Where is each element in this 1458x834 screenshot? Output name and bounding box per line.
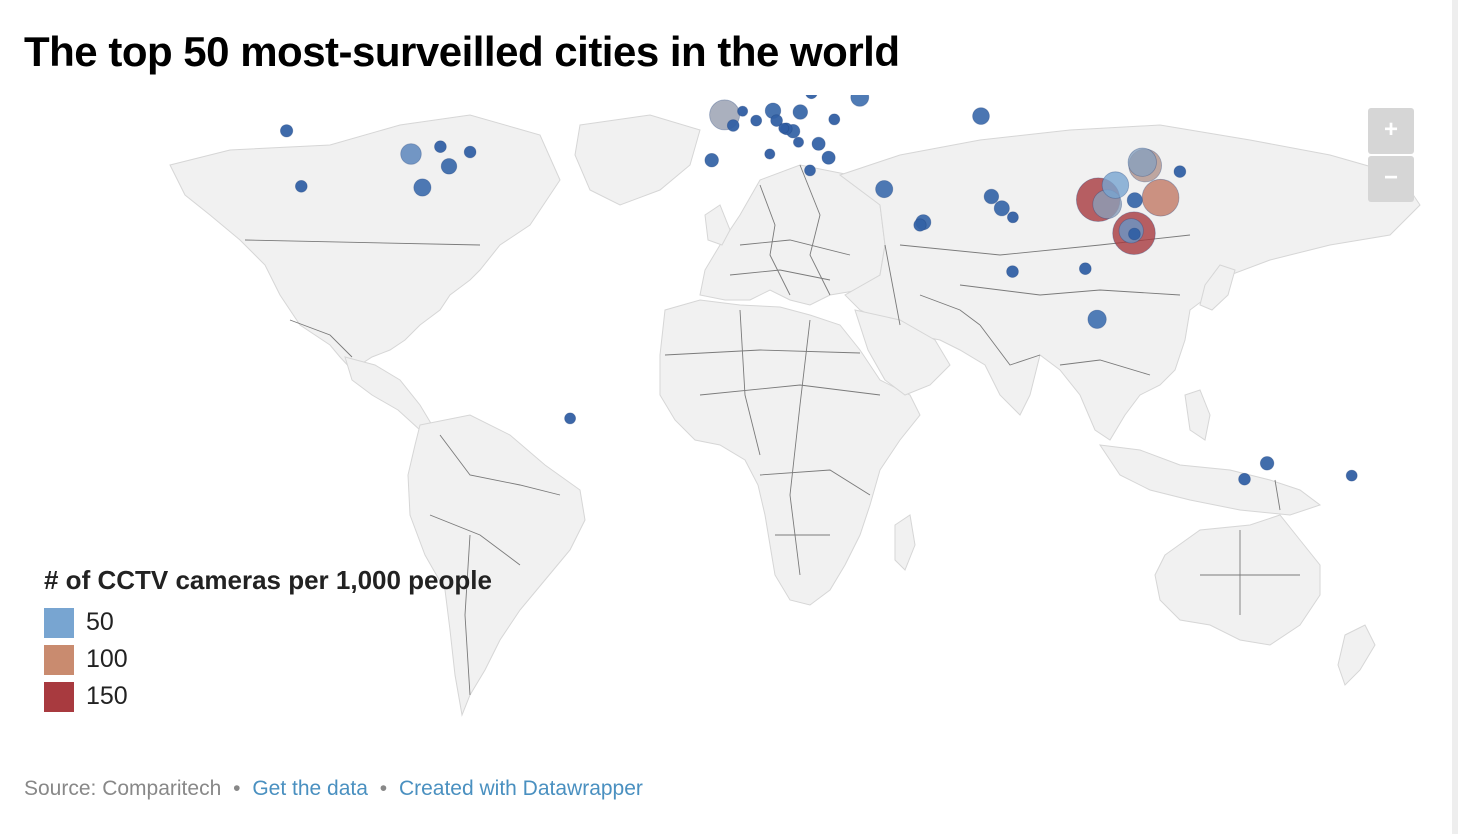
city-bubble[interactable] [1126,192,1143,209]
border-europe-2 [799,164,831,296]
city-bubble[interactable] [805,95,818,100]
footer: Source: Comparitech • Get the data • Cre… [24,777,643,801]
land-layer [169,114,1421,717]
border-sa-1 [439,434,561,496]
border-us-canada [244,239,481,246]
city-bubble[interactable] [875,180,894,199]
city-bubble[interactable] [400,143,422,165]
land-japan [1199,264,1236,311]
border-europe-4 [729,269,831,281]
border-africa-3 [739,309,761,456]
city-bubble[interactable] [1238,472,1251,486]
world-map[interactable]: + − [0,95,1450,745]
land-arabia [854,309,951,396]
city-bubble[interactable] [1079,262,1092,276]
border-layer [244,164,1300,696]
land-greenland [574,114,701,206]
legend-item-50: 50 [44,604,492,641]
city-bubble[interactable] [1007,211,1019,224]
city-bubble[interactable] [764,148,776,160]
city-bubble[interactable] [828,113,841,126]
city-bubble[interactable] [1087,309,1107,329]
city-bubble[interactable] [778,122,790,134]
separator: • [379,777,388,800]
city-bubble[interactable] [913,218,927,232]
border-asia-1 [884,244,901,326]
city-bubble[interactable] [793,136,805,148]
border-sa-2 [429,514,521,566]
city-bubble[interactable] [792,104,809,120]
border-asia-4 [979,324,1041,366]
border-europe-1 [759,184,791,296]
page-edge [1452,0,1458,834]
land-uk [704,204,731,246]
legend-label: 100 [86,645,128,673]
legend-item-100: 100 [44,641,492,678]
border-europe-3 [739,239,851,256]
city-bubble-layer[interactable] [279,95,1358,486]
land-central-america [344,356,433,431]
border-africa-5 [759,469,871,496]
land-africa [659,299,921,606]
city-bubble[interactable] [564,412,576,425]
border-asia-6 [919,294,981,326]
city-bubble[interactable] [440,158,458,175]
border-us-mexico [289,319,353,358]
legend-item-150: 150 [44,678,492,715]
city-bubble[interactable] [1173,165,1187,178]
border-asia-5 [1059,359,1151,376]
city-bubble[interactable] [279,124,294,138]
city-bubble[interactable] [821,150,836,165]
source-text: Source: Comparitech [24,777,222,800]
chart-title: The top 50 most-surveilled cities in the… [24,28,900,75]
border-sa-3 [464,534,471,696]
city-bubble[interactable] [294,180,308,193]
land-australia [1154,514,1321,646]
legend-swatch [44,644,74,675]
city-bubble[interactable] [804,164,816,177]
city-bubble[interactable] [750,114,763,127]
city-bubble[interactable] [737,105,749,117]
land-philippines [1184,389,1211,441]
legend-label: 50 [86,608,114,636]
legend-title: # of CCTV cameras per 1,000 people [44,565,492,595]
city-bubble[interactable] [413,178,432,197]
land-new-zealand [1337,624,1376,686]
city-bubble[interactable] [972,107,990,125]
datawrapper-link[interactable]: Created with Datawrapper [398,777,643,800]
legend-swatch [44,607,74,638]
zoom-in-button[interactable]: + [1368,108,1414,154]
city-bubble[interactable] [463,145,477,159]
city-bubble[interactable] [1345,469,1358,482]
get-data-link[interactable]: Get the data [252,777,368,800]
legend-label: 150 [86,682,128,710]
city-bubble[interactable] [1127,147,1157,177]
separator: • [233,777,241,800]
land-madagascar [894,514,916,571]
city-bubble[interactable] [1259,456,1275,471]
city-bubble[interactable] [983,188,1000,205]
city-bubble[interactable] [726,119,740,132]
city-bubble[interactable] [1128,227,1141,241]
city-bubble[interactable] [850,95,870,107]
legend-swatch [44,681,74,712]
city-bubble[interactable] [1141,178,1180,217]
city-bubble[interactable] [1101,171,1130,199]
city-bubble[interactable] [993,200,1010,217]
city-bubble[interactable] [1006,265,1019,278]
city-bubble[interactable] [434,140,447,153]
city-bubble[interactable] [770,114,783,127]
city-bubble[interactable] [704,152,719,168]
city-bubble[interactable] [811,136,826,151]
border-africa-1 [664,349,861,356]
land-indonesia [1098,444,1322,516]
border-png [1274,479,1281,511]
legend: # of CCTV cameras per 1,000 people 50 10… [44,565,492,715]
map-canvas[interactable] [0,95,1450,745]
zoom-out-button[interactable]: − [1368,156,1414,202]
border-africa-2 [699,384,881,396]
border-asia-3 [959,284,1181,296]
